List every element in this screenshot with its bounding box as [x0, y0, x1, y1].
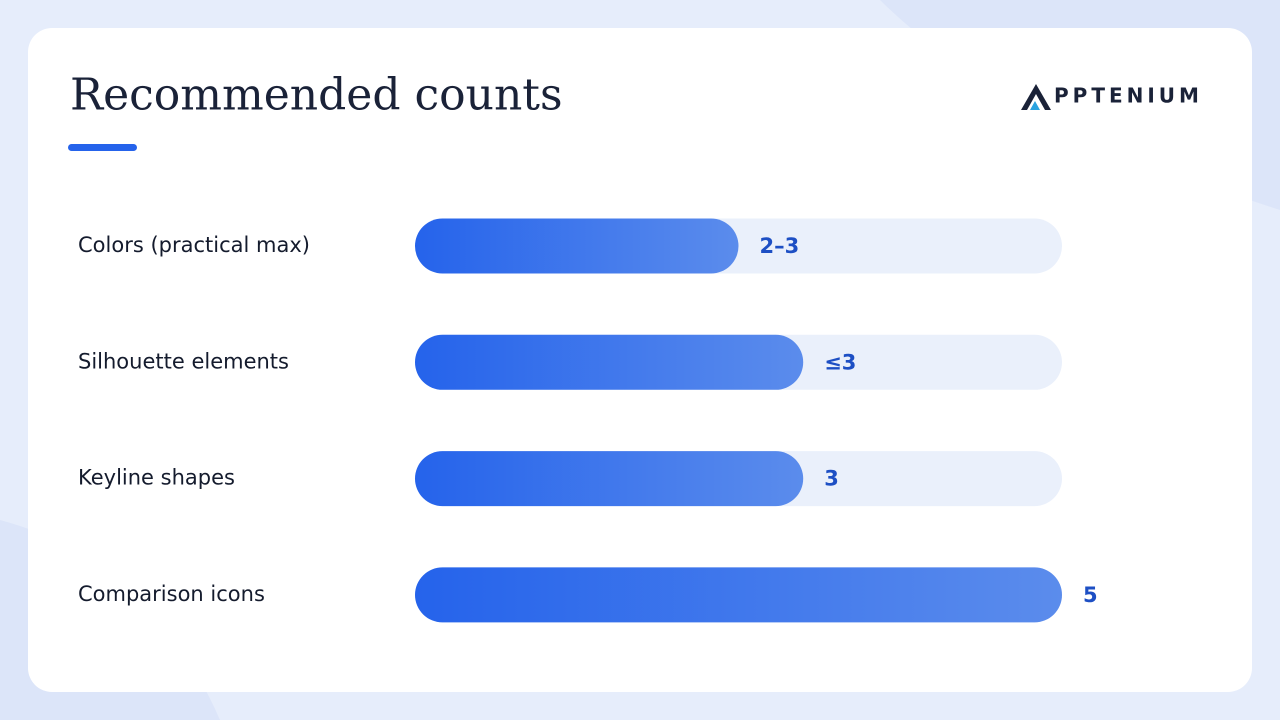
- value-label: 3: [824, 467, 839, 491]
- value-label: ≤3: [824, 350, 856, 374]
- value-label: 2–3: [760, 234, 800, 258]
- logo-icon: [1021, 84, 1051, 110]
- logo-icon: [1030, 101, 1040, 110]
- logo-text: PPTENIUM: [1054, 84, 1203, 108]
- chart-title: Recommended counts: [70, 70, 563, 121]
- bar: [415, 567, 1062, 623]
- bar: [415, 218, 739, 274]
- title-underline: [68, 144, 137, 151]
- bar: [415, 451, 804, 507]
- logo: PPTENIUM: [1021, 84, 1203, 110]
- category-label: Comparison icons: [78, 582, 265, 606]
- category-label: Silhouette elements: [78, 349, 289, 373]
- value-label: 5: [1083, 583, 1098, 607]
- category-label: Keyline shapes: [78, 466, 235, 490]
- bar: [415, 334, 804, 390]
- category-label: Colors (practical max): [78, 233, 310, 257]
